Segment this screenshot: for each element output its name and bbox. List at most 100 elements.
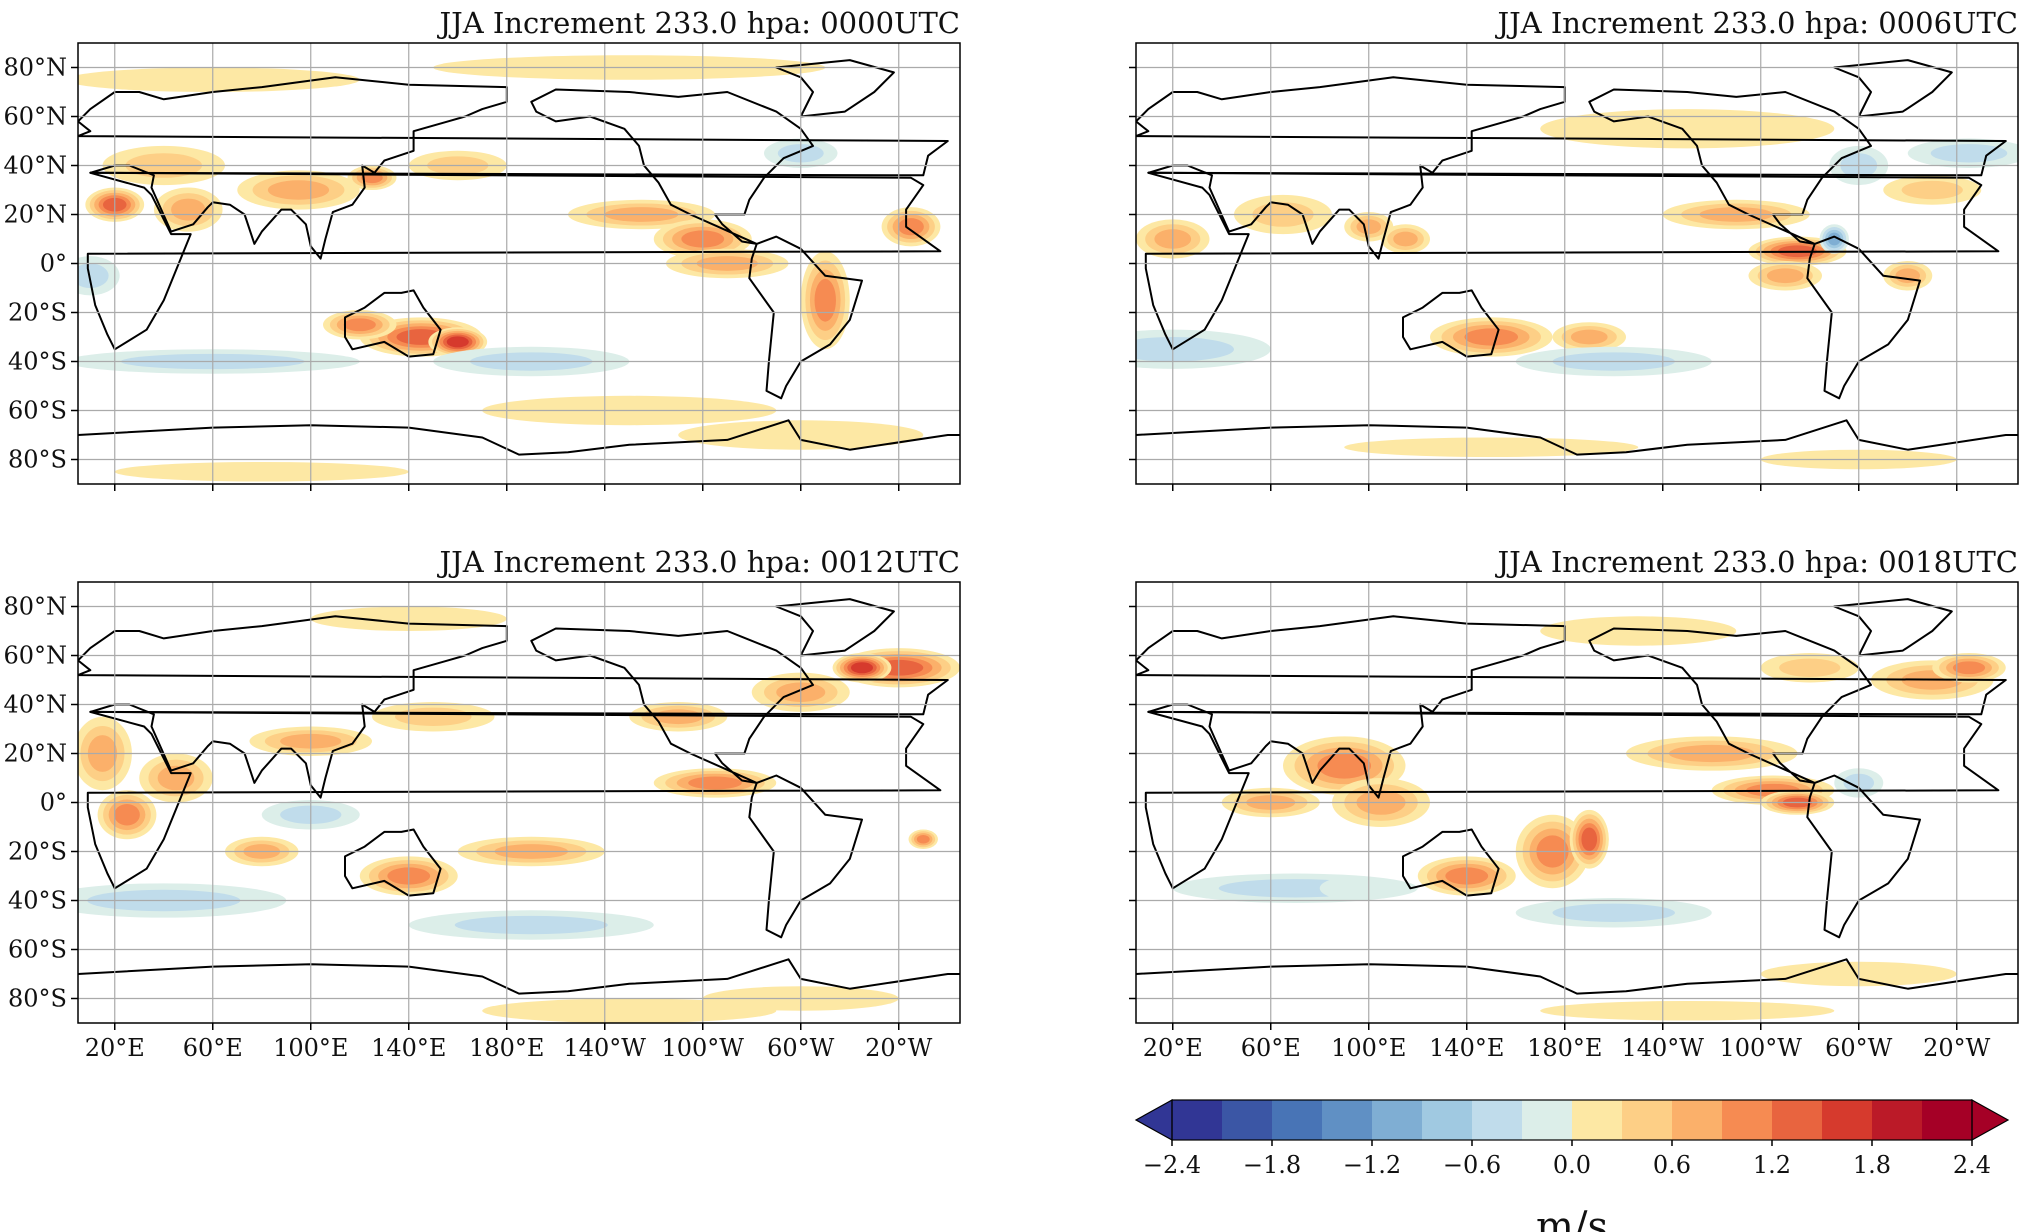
colorbar-bin	[1372, 1100, 1423, 1140]
increment-contour	[916, 834, 930, 844]
lat-tick-label: 60°S	[8, 936, 67, 964]
coastline	[1144, 171, 2000, 351]
colorbar-bin	[1222, 1100, 1273, 1140]
increment-contour	[482, 998, 777, 1023]
lon-tick-label: 180°E	[1527, 1034, 1602, 1062]
lat-tick-label: 40°S	[8, 348, 67, 376]
coastline	[748, 774, 863, 939]
colorbar-tick-label: −0.6	[1443, 1151, 1501, 1179]
increment-contour	[850, 662, 874, 674]
coastline	[1144, 710, 2000, 890]
increment-contour	[653, 709, 703, 725]
increment-contour	[1317, 752, 1372, 779]
increment-contour	[1552, 903, 1675, 922]
lat-tick-label: 40°N	[3, 152, 67, 180]
increment-contour	[114, 804, 140, 826]
increment-contour	[1540, 616, 1737, 646]
map-panel-3: JJA Increment 233.0 hpa: 0018UTC 20°E 60°E…	[1129, 545, 2019, 1062]
lon-tick-label: 100°W	[662, 1034, 745, 1062]
colorbar-bin	[1422, 1100, 1473, 1140]
coastline	[1136, 419, 2018, 456]
colorbar-bin	[1572, 1100, 1623, 1140]
map-panel-0: JJA Increment 233.0 hpa: 0000UTC 80°N 60°N…	[3, 6, 961, 491]
coastline	[78, 958, 960, 995]
lat-tick-label: 80°N	[3, 54, 67, 82]
increment-contour	[1779, 658, 1841, 677]
lat-tick-label: 20°S	[8, 299, 67, 327]
lat-tick-label: 40°S	[8, 887, 67, 915]
colorbar-bin	[1272, 1100, 1323, 1140]
lon-tick-label: 100°E	[1331, 1034, 1406, 1062]
increment-contour	[446, 336, 469, 348]
coastline	[78, 76, 949, 260]
lat-tick-label: 80°S	[8, 446, 67, 474]
increment-contour	[171, 198, 206, 221]
gridlines	[1136, 582, 2018, 1023]
lat-tick-label: 80°S	[8, 985, 67, 1013]
coastline	[775, 59, 895, 118]
colorbar-bin	[1922, 1100, 1973, 1140]
colorbar-bin	[1772, 1100, 1823, 1140]
lon-tick-label: 60°E	[183, 1034, 243, 1062]
lon-tick-label: 100°E	[273, 1034, 348, 1062]
lon-tick-label: 20°W	[865, 1034, 933, 1062]
gridlines	[1136, 43, 2018, 484]
coastline	[344, 289, 442, 358]
increment-contour	[343, 318, 376, 332]
increment-contour	[78, 263, 109, 288]
lat-tick-label: 80°N	[3, 593, 67, 621]
lon-tick-label: 180°E	[469, 1034, 544, 1062]
increment-contour	[1581, 827, 1598, 852]
increment-contour	[1319, 876, 1394, 901]
lon-tick-label: 140°W	[1622, 1034, 1705, 1062]
coastline	[530, 88, 814, 245]
lon-tick-label: 140°E	[1429, 1034, 1504, 1062]
colorbar-tick-label: −2.4	[1143, 1151, 1201, 1179]
coastlines	[1136, 59, 2018, 456]
colorbar-tick-label: 0.6	[1653, 1151, 1691, 1179]
panel-title: JJA Increment 233.0 hpa: 0012UTC	[436, 545, 960, 579]
coastline	[530, 627, 814, 784]
colorbar-tick-label: 1.8	[1853, 1151, 1891, 1179]
coastline	[748, 235, 863, 400]
coastline	[344, 828, 442, 897]
colorbar: −2.4 −1.8 −1.2 −0.6 0.0 0.6 1.2 1.8 2.4 m/s	[1134, 1098, 2010, 1232]
panel-title: JJA Increment 233.0 hpa: 0018UTC	[1494, 545, 2018, 579]
coastline	[775, 598, 895, 657]
lat-tick-label: 20°N	[3, 740, 67, 768]
lon-tick-label: 140°E	[371, 1034, 446, 1062]
colorbar-bin	[1322, 1100, 1373, 1140]
coastline	[1136, 76, 2007, 260]
lat-tick-label: 40°N	[3, 691, 67, 719]
colorbar-tick-label: 0.0	[1553, 1151, 1591, 1179]
coastline	[78, 615, 949, 799]
lon-tick-label: 20°W	[1923, 1034, 1991, 1062]
coastline	[1402, 289, 1500, 358]
lat-tick-label: 20°S	[8, 838, 67, 866]
coastline	[86, 710, 942, 890]
increment-contour	[1930, 144, 2008, 163]
increment-contour	[1540, 109, 1835, 149]
colorbar-bin	[1822, 1100, 1873, 1140]
coastline	[1402, 828, 1500, 897]
coastline	[1833, 598, 1953, 657]
colorbar-unit-label: m/s	[1536, 1204, 1608, 1232]
lon-tick-label: 20°E	[85, 1034, 145, 1062]
gridlines	[78, 43, 960, 484]
colorbar-tick-label: 2.4	[1953, 1151, 1991, 1179]
increment-contour	[1540, 1000, 1835, 1021]
increment-contour	[114, 461, 409, 482]
gridlines	[78, 582, 960, 1023]
coastline	[1588, 627, 1872, 784]
lat-tick-label: 60°S	[8, 397, 67, 425]
map-panel-2: JJA Increment 233.0 hpa: 0012UTC 80°N 60°N…	[3, 545, 961, 1062]
lat-tick-label: 60°N	[3, 642, 67, 670]
colorbar-extend-min	[1134, 1098, 1173, 1142]
increment-contour	[1464, 328, 1519, 346]
coastline	[78, 419, 960, 456]
colorbar-tick-label: −1.2	[1343, 1151, 1401, 1179]
increment-contour	[454, 915, 608, 935]
colorbar-bin	[1472, 1100, 1523, 1140]
coastline	[1136, 958, 2018, 995]
